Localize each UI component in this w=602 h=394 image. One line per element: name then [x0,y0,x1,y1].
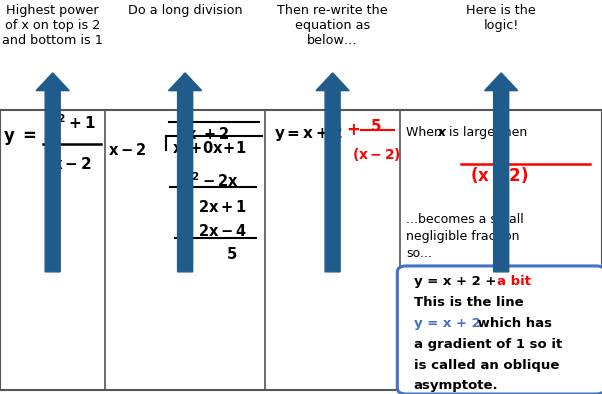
Bar [0,110,602,390]
Text: y = x + 2 +: y = x + 2 + [414,275,501,288]
Text: When: When [406,126,446,139]
Text: $\mathbf{(x-2)}$: $\mathbf{(x-2)}$ [352,146,401,163]
Text: Here is the
logic!: Here is the logic! [467,4,536,32]
FancyArrow shape [316,73,349,272]
Text: $\mathbf{x^2-2x}$: $\mathbf{x^2-2x}$ [182,171,239,190]
Text: $\mathbf{y=x+2}$: $\mathbf{y=x+2}$ [274,125,343,143]
Text: $\mathbf{5}$: $\mathbf{5}$ [370,118,382,134]
Text: Then re-write the
equation as
below…: Then re-write the equation as below… [278,4,388,47]
Text: $\mathbf{x-2}$: $\mathbf{x-2}$ [108,142,147,158]
Text: y = x + 2: y = x + 2 [414,317,480,330]
Text: $\mathbf{5}$: $\mathbf{5}$ [226,246,237,262]
Text: $\mathbf{2x+1}$: $\mathbf{2x+1}$ [198,199,247,215]
Text: is large then: is large then [445,126,528,139]
Text: $\mathbf{2x-4}$: $\mathbf{2x-4}$ [198,223,247,239]
FancyBboxPatch shape [397,266,602,394]
Text: ...becomes a small
negligible fraction
so...: ...becomes a small negligible fraction s… [406,213,524,260]
Text: $\mathbf{x^2+1}$: $\mathbf{x^2+1}$ [48,113,96,132]
Text: $\mathbf{+}$: $\mathbf{+}$ [346,121,360,139]
Text: asymptote.: asymptote. [414,379,498,392]
Text: $\mathbf{x\ +2}$: $\mathbf{x\ +2}$ [186,126,229,142]
Text: is called an oblique: is called an oblique [414,359,559,372]
Text: $\mathbf{x^2\!+\!0x\!+\!1}$: $\mathbf{x^2\!+\!0x\!+\!1}$ [172,139,246,157]
Text: This is the line: This is the line [414,296,523,309]
Text: Highest power
of x on top is 2
and bottom is 1: Highest power of x on top is 2 and botto… [2,4,103,47]
Text: a bit: a bit [497,275,530,288]
Text: Do a long division: Do a long division [128,4,243,17]
Text: $\mathbf{y\ =\ }$: $\mathbf{y\ =\ }$ [3,129,37,147]
FancyArrow shape [36,73,69,272]
Text: $\mathbf{x-2}$: $\mathbf{x-2}$ [52,156,92,172]
Text: $\mathbf{5}$: $\mathbf{5}$ [493,150,506,168]
FancyArrow shape [485,73,518,272]
FancyArrow shape [169,73,202,272]
Text: a gradient of 1 so it: a gradient of 1 so it [414,338,562,351]
Text: x: x [438,126,445,139]
Text: $\mathbf{(x-2)}$: $\mathbf{(x-2)}$ [470,165,529,186]
Text: which has: which has [473,317,551,330]
